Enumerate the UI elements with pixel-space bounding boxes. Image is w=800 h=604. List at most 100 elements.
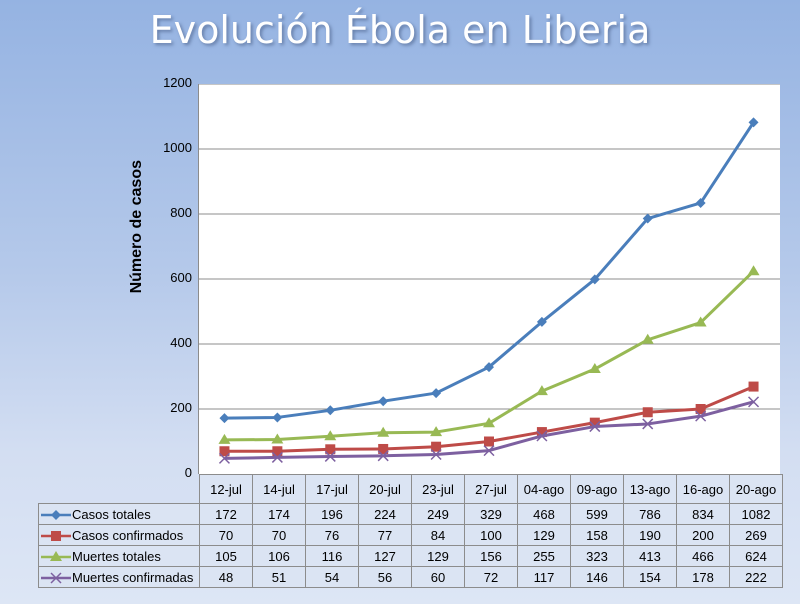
data-label: 190 [623,524,677,546]
data-label: 56 [358,566,412,588]
data-label: 117 [517,566,571,588]
data-point [325,444,336,455]
data-label: 1082 [729,503,783,525]
legend-label: Muertes confirmadas [72,569,194,585]
x-tick-label: 13-ago [623,474,677,504]
x-tick-label: 17-jul [305,474,359,504]
data-label: 413 [623,545,677,567]
data-label: 105 [199,545,253,567]
data-label: 158 [570,524,624,546]
data-label: 106 [252,545,306,567]
data-point [431,388,442,399]
data-point [430,426,443,437]
line-chart [198,84,780,474]
data-label: 51 [252,566,306,588]
data-point [484,362,494,373]
data-point [748,117,759,128]
y-tick-label: 1200 [163,75,192,90]
data-label: 249 [411,503,465,525]
data-point [377,450,389,462]
data-point [484,436,494,447]
legend-entry: Muertes totales [38,545,200,567]
data-label: 329 [464,503,518,525]
data-label: 60 [411,566,465,588]
data-table: 12-jul 14-jul 17-jul 20-jul 23-jul 27-jul 04-a… [38,474,783,588]
data-point [325,405,336,416]
x-tick-label: 20-ago [729,474,783,504]
data-label: 200 [676,524,730,546]
data-point [378,443,389,454]
data-point [218,433,231,444]
data-label: 269 [729,524,783,546]
data-point [536,430,548,442]
table-row: Casos confirmados 70 70 76 77 84 100 129 158 190 2… [38,524,783,546]
data-label: 786 [623,503,677,525]
data-point [642,213,653,224]
data-point [588,363,601,374]
data-point [747,265,760,276]
data-point [536,427,547,438]
data-label: 77 [358,524,412,546]
data-point [536,316,547,327]
legend-entry: Muertes confirmadas [38,566,200,588]
data-label: 100 [464,524,518,546]
data-point [219,446,230,457]
data-point [219,413,230,424]
data-point [641,333,654,344]
data-label: 154 [623,566,677,588]
data-point [378,396,389,407]
legend-label: Muertes totales [72,548,161,564]
table-corner [39,475,200,504]
table-row: Muertes confirmadas 48 51 54 56 60 72 117 146 154… [38,566,783,588]
data-point [272,446,283,457]
x-tick-label: 12-jul [199,474,253,504]
data-label: 222 [729,566,783,588]
data-label: 834 [676,503,730,525]
data-label: 146 [570,566,624,588]
legend-key-icon [41,531,71,542]
data-point [589,417,600,428]
data-label: 84 [411,524,465,546]
data-point [271,451,283,463]
legend-label: Casos confirmados [72,527,184,543]
data-label: 255 [517,545,571,567]
data-point [695,404,706,414]
data-point [642,407,653,418]
y-tick-label: 0 [184,465,192,480]
data-label: 466 [676,545,730,567]
data-point [695,410,707,422]
data-label: 178 [676,566,730,588]
table-row: Casos totales 172 174 196 224 249 329 468 599 786… [38,503,783,525]
data-point [483,417,495,428]
data-label: 54 [305,566,359,588]
data-label: 174 [252,503,306,525]
data-point [642,418,654,430]
x-tick-label: 23-jul [411,474,465,504]
data-point [431,441,442,452]
data-label: 129 [517,524,571,546]
data-point [271,433,284,444]
data-point [748,396,760,408]
data-label: 156 [464,545,518,567]
data-label: 72 [464,566,518,588]
plot-area [198,84,780,474]
y-tick-label: 800 [170,205,192,220]
data-label: 76 [305,524,359,546]
data-point [483,445,495,457]
chart-title: Evolución Ébola en Liberia [149,8,651,52]
data-point [589,274,600,285]
data-point [272,412,283,423]
x-tick-label: 27-jul [464,474,518,504]
data-point [535,385,548,396]
data-label: 468 [517,503,571,525]
data-point [324,450,336,462]
data-point [748,381,759,392]
legend-entry: Casos confirmados [38,524,200,546]
data-point [218,452,230,464]
data-label: 116 [305,545,359,567]
data-label: 48 [199,566,253,588]
y-tick-label: 400 [170,335,192,350]
data-label: 172 [199,503,253,525]
data-label: 70 [252,524,306,546]
x-tick-label: 14-jul [252,474,306,504]
